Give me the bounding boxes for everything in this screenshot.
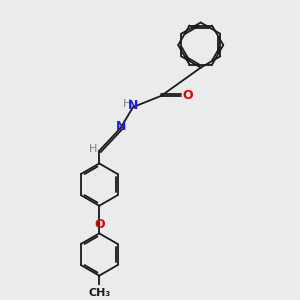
Text: H: H bbox=[89, 143, 97, 154]
Text: N: N bbox=[116, 120, 126, 133]
Text: O: O bbox=[94, 218, 105, 231]
Text: H: H bbox=[123, 99, 131, 109]
Text: CH₃: CH₃ bbox=[88, 288, 110, 298]
Text: N: N bbox=[128, 100, 138, 112]
Text: O: O bbox=[182, 89, 193, 102]
